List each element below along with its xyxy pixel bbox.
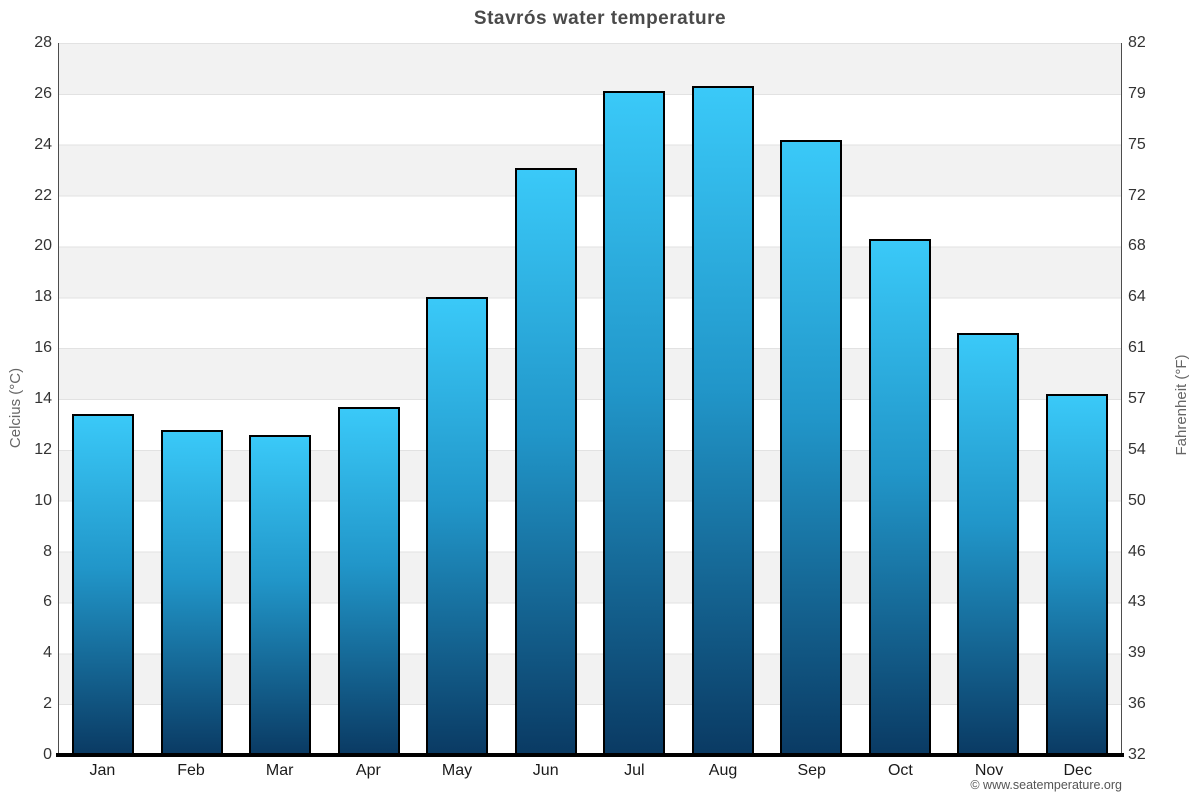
y-axis-title-fahrenheit: Fahrenheit (°F) <box>1173 354 1190 456</box>
y-tick-fahrenheit-57: 57 <box>1128 390 1146 407</box>
y-tick-celsius-26: 26 <box>34 84 52 102</box>
y-tick-fahrenheit-72: 72 <box>1128 186 1146 204</box>
bar-dec <box>1045 394 1108 755</box>
x-label-oct: Oct <box>887 762 913 779</box>
x-label-may: May <box>441 762 473 779</box>
bar-slot-jun <box>502 43 591 755</box>
y-tick-celsius-12: 12 <box>34 440 52 458</box>
bar-apr <box>337 407 400 755</box>
y-tick-fahrenheit-54: 54 <box>1128 440 1146 458</box>
copyright-attribution: © www.seatemperature.org <box>970 778 1122 792</box>
y-tick-celsius-18: 18 <box>34 288 52 306</box>
y-tick-celsius-10: 10 <box>34 491 52 509</box>
y-tick-celsius-0: 0 <box>43 746 52 763</box>
bar-may <box>426 297 489 755</box>
y-tick-fahrenheit-50: 50 <box>1128 491 1146 509</box>
bar-slot-feb <box>148 43 237 755</box>
y-tick-fahrenheit-46: 46 <box>1128 542 1146 560</box>
bar-slot-dec <box>1033 43 1122 755</box>
bar-aug <box>691 86 754 755</box>
x-label-dec: Dec <box>1063 762 1092 779</box>
x-label-sep: Sep <box>797 762 826 779</box>
y-tick-fahrenheit-43: 43 <box>1128 593 1146 611</box>
bar-slot-may <box>413 43 502 755</box>
y-tick-fahrenheit-32: 32 <box>1128 746 1146 763</box>
y-tick-celsius-20: 20 <box>34 237 52 255</box>
x-label-aug: Aug <box>708 762 738 779</box>
y-tick-fahrenheit-79: 79 <box>1128 84 1146 102</box>
bar-feb <box>160 430 223 755</box>
x-label-apr: Apr <box>355 762 381 779</box>
y-tick-fahrenheit-64: 64 <box>1128 288 1146 306</box>
y-tick-celsius-24: 24 <box>34 135 52 153</box>
y-tick-fahrenheit-61: 61 <box>1128 339 1146 357</box>
y-tick-celsius-16: 16 <box>34 339 52 357</box>
bar-jan <box>72 414 135 755</box>
bar-jul <box>603 91 666 755</box>
bar-oct <box>868 239 931 755</box>
bars-layer <box>59 43 1121 755</box>
y-tick-fahrenheit-39: 39 <box>1128 644 1146 662</box>
y-tick-celsius-6: 6 <box>43 593 52 611</box>
bar-slot-jul <box>590 43 679 755</box>
bar-slot-aug <box>679 43 768 755</box>
y-tick-celsius-14: 14 <box>34 390 52 407</box>
x-axis-month-labels: Jan Feb Mar Apr May Jun Jul Aug Sep Oct Nov Dec <box>58 762 1122 780</box>
x-label-mar: Mar <box>265 762 294 779</box>
bar-slot-oct <box>856 43 945 755</box>
bar-slot-mar <box>236 43 325 755</box>
y-tick-fahrenheit-68: 68 <box>1128 237 1146 255</box>
y-tick-celsius-2: 2 <box>43 695 52 713</box>
y-tick-fahrenheit-82: 82 <box>1128 34 1146 51</box>
plot-area <box>58 43 1122 755</box>
x-label-jul: Jul <box>624 762 645 779</box>
bar-nov <box>957 333 1020 755</box>
x-label-jan: Jan <box>89 762 116 779</box>
bar-sep <box>780 140 843 755</box>
bar-slot-jan <box>59 43 148 755</box>
x-label-jun: Jun <box>532 762 559 779</box>
y-tick-celsius-4: 4 <box>43 644 52 662</box>
y-tick-fahrenheit-75: 75 <box>1128 135 1146 153</box>
bar-slot-apr <box>325 43 414 755</box>
bar-slot-sep <box>767 43 856 755</box>
x-axis-baseline <box>56 753 1124 757</box>
bar-jun <box>514 168 577 755</box>
chart-title: Stavrós water temperature <box>473 8 727 29</box>
bar-slot-nov <box>944 43 1033 755</box>
y-tick-celsius-22: 22 <box>34 186 52 204</box>
x-label-nov: Nov <box>974 762 1004 779</box>
y-tick-celsius-8: 8 <box>43 542 52 560</box>
y-tick-fahrenheit-36: 36 <box>1128 695 1146 713</box>
y-tick-celsius-28: 28 <box>34 34 52 51</box>
x-label-feb: Feb <box>177 762 205 779</box>
bar-mar <box>249 435 312 755</box>
